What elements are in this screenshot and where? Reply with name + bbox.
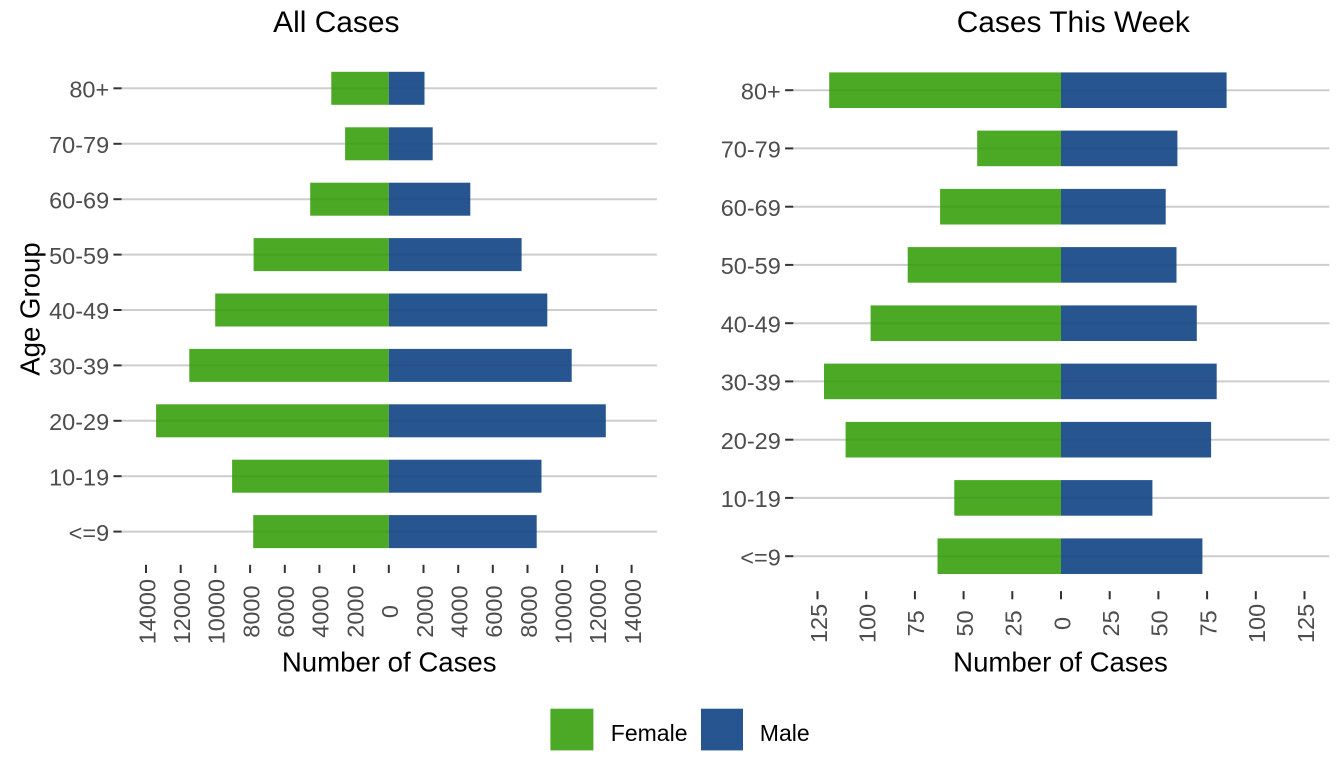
svg-text:70-79: 70-79 [721, 137, 781, 163]
svg-text:125: 125 [806, 604, 832, 643]
svg-text:50: 50 [1147, 610, 1173, 636]
svg-text:125: 125 [1293, 604, 1319, 643]
svg-text:25: 25 [1098, 610, 1124, 636]
svg-text:10-19: 10-19 [721, 486, 781, 512]
svg-text:0: 0 [1049, 617, 1075, 630]
svg-text:25: 25 [1001, 610, 1027, 636]
svg-text:80+: 80+ [69, 77, 109, 103]
svg-text:Age Group: Age Group [14, 242, 45, 375]
svg-text:4000: 4000 [447, 585, 473, 637]
svg-text:10000: 10000 [204, 579, 230, 644]
svg-text:8000: 8000 [516, 585, 542, 637]
svg-text:20-29: 20-29 [49, 409, 109, 435]
svg-text:40-49: 40-49 [721, 311, 781, 337]
svg-text:<=9: <=9 [740, 544, 781, 570]
svg-text:Female: Female [611, 720, 688, 746]
svg-text:Number of Cases: Number of Cases [282, 647, 497, 678]
svg-text:60-69: 60-69 [721, 195, 781, 221]
svg-text:80+: 80+ [741, 78, 781, 104]
svg-text:100: 100 [855, 604, 881, 643]
svg-text:12000: 12000 [169, 579, 195, 644]
svg-text:30-39: 30-39 [721, 370, 781, 396]
svg-text:75: 75 [1195, 610, 1221, 636]
svg-text:20-29: 20-29 [721, 428, 781, 454]
svg-text:50: 50 [952, 610, 978, 636]
svg-text:Male: Male [760, 720, 810, 746]
svg-text:30-39: 30-39 [49, 354, 109, 380]
svg-text:100: 100 [1244, 604, 1270, 643]
svg-text:2000: 2000 [342, 585, 368, 637]
svg-text:4000: 4000 [308, 585, 334, 637]
svg-text:14000: 14000 [134, 579, 160, 644]
svg-text:60-69: 60-69 [49, 187, 109, 213]
svg-text:8000: 8000 [238, 585, 264, 637]
svg-text:14000: 14000 [620, 579, 646, 644]
svg-text:12000: 12000 [585, 579, 611, 644]
svg-text:75: 75 [903, 610, 929, 636]
svg-text:Cases This Week: Cases This Week [957, 6, 1190, 39]
svg-text:0: 0 [377, 605, 403, 618]
svg-text:6000: 6000 [273, 585, 299, 637]
svg-text:<=9: <=9 [69, 520, 110, 546]
svg-text:All Cases: All Cases [273, 6, 399, 39]
svg-text:70-79: 70-79 [49, 132, 109, 158]
svg-text:40-49: 40-49 [49, 298, 109, 324]
svg-text:Number of Cases: Number of Cases [953, 647, 1168, 678]
svg-text:50-59: 50-59 [721, 253, 781, 279]
svg-text:50-59: 50-59 [49, 243, 109, 269]
svg-text:10-19: 10-19 [49, 464, 109, 490]
svg-text:10000: 10000 [551, 579, 577, 644]
svg-text:6000: 6000 [481, 585, 507, 637]
svg-text:2000: 2000 [412, 585, 438, 637]
